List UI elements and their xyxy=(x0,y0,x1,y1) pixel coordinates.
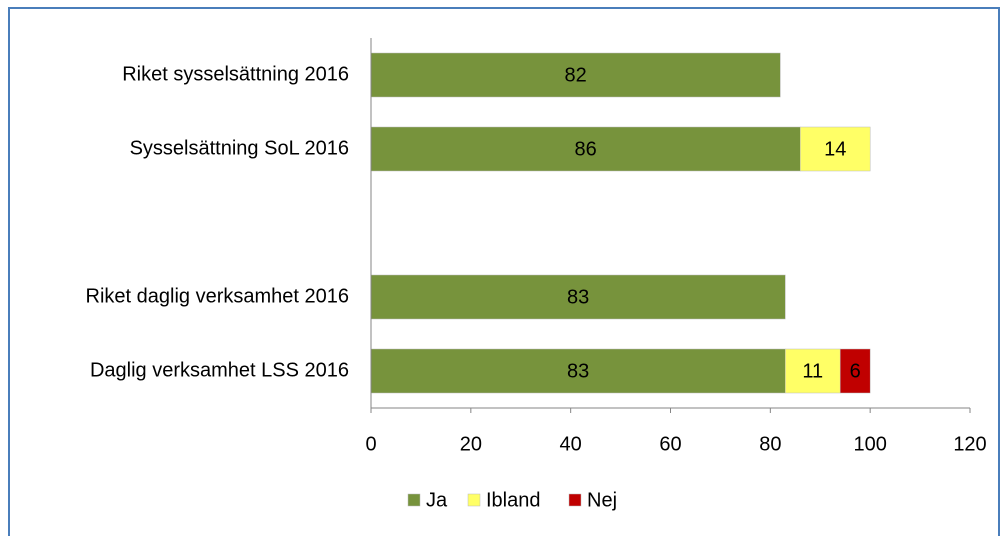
x-tick-label: 80 xyxy=(759,433,781,455)
data-label: 83 xyxy=(567,360,589,382)
legend-swatch xyxy=(467,493,481,507)
bar-segment xyxy=(839,348,871,394)
chart-frame xyxy=(8,7,1000,536)
bar-segment xyxy=(785,348,841,394)
y-tick-label: Riket daglig verksamhet 2016 xyxy=(86,285,349,307)
bar-segment xyxy=(370,274,786,320)
y-tick-label: Daglig verksamhet LSS 2016 xyxy=(90,359,349,381)
y-tick-label: Riket sysselsättning 2016 xyxy=(122,63,349,85)
y-tick-label: Sysselsättning SoL 2016 xyxy=(130,137,349,159)
x-tick-label: 20 xyxy=(460,433,482,455)
data-label: 83 xyxy=(567,286,589,308)
legend-label: Ja xyxy=(426,489,448,511)
data-label: 86 xyxy=(575,138,597,160)
legend-swatch xyxy=(407,493,421,507)
bar-segment xyxy=(370,126,801,172)
x-tick-label: 60 xyxy=(659,433,681,455)
x-tick-label: 40 xyxy=(560,433,582,455)
x-tick-label: 0 xyxy=(365,433,376,455)
x-tick-label: 100 xyxy=(853,433,886,455)
data-label: 82 xyxy=(565,64,587,86)
legend-label: Nej xyxy=(587,489,617,511)
x-tick-label: 120 xyxy=(953,433,986,455)
bar-segment xyxy=(800,126,871,172)
legend-swatch xyxy=(568,493,582,507)
data-label: 14 xyxy=(824,138,846,160)
legend-label: Ibland xyxy=(486,489,541,511)
data-label: 6 xyxy=(850,360,861,382)
data-label: 11 xyxy=(802,360,823,382)
bar-segment xyxy=(370,52,781,98)
